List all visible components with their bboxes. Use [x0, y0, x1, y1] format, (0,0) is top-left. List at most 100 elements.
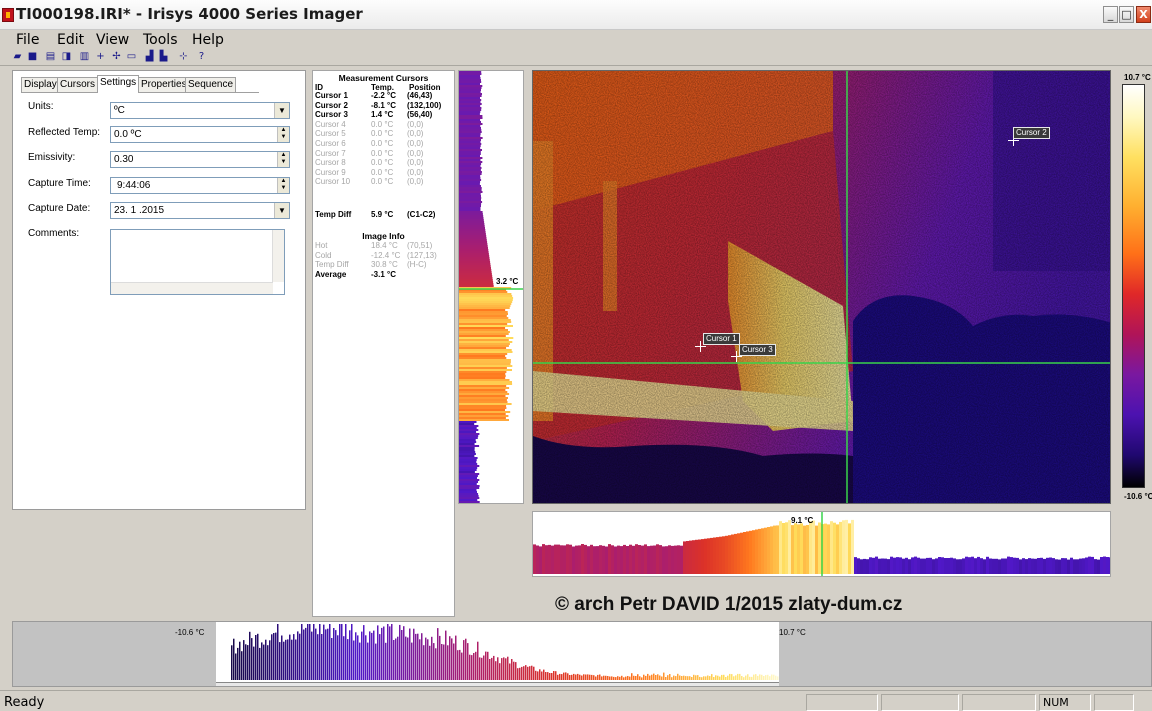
chevron-down-icon[interactable]: ▼ — [274, 203, 289, 218]
status-cell-5 — [1094, 694, 1134, 711]
vertical-profile-bar — [459, 115, 483, 117]
histogram-bar — [575, 674, 577, 680]
histogram-bar — [385, 642, 387, 680]
vertical-profile-bar — [459, 199, 481, 201]
reflected-temp-input[interactable]: 0.0 ºC ▲ ▼ — [110, 126, 290, 143]
menu-edit[interactable]: Edit — [57, 32, 85, 48]
menu-view[interactable]: View — [96, 32, 130, 48]
vertical-profile-bar — [459, 337, 514, 339]
add-cursor-icon[interactable]: + — [96, 51, 105, 62]
vertical-profile-bar — [459, 135, 481, 137]
histogram-bar — [403, 626, 405, 680]
help-icon[interactable]: ? — [198, 51, 205, 62]
horizontal-profile-bar — [569, 544, 572, 574]
vertical-profile-bar — [459, 323, 508, 325]
tab-cursors[interactable]: Cursors — [57, 77, 99, 93]
histogram-bar — [515, 662, 517, 680]
maximize-button[interactable]: □ — [1119, 6, 1134, 23]
vertical-profile-bar — [459, 235, 487, 237]
chart-icon[interactable]: ▙ — [159, 51, 168, 62]
histogram-panel[interactable]: -10.6 °C 10.7 °C — [12, 621, 1152, 687]
area-box-icon[interactable]: ▭ — [126, 51, 137, 62]
vertical-profile-bar — [459, 153, 481, 155]
thermal-image[interactable]: Cursor 1 Cursor 2 Cursor 3 — [532, 70, 1111, 504]
vertical-profile-bar — [459, 437, 478, 439]
tab-properties[interactable]: Properties — [138, 77, 190, 93]
print-setup-icon[interactable]: ◨ — [61, 51, 72, 62]
scale-min-label: -10.6 °C — [1124, 492, 1152, 501]
histogram-bar — [421, 633, 423, 680]
histogram-bar — [233, 638, 235, 680]
histogram-bar — [555, 671, 557, 680]
comments-vertical-scrollbar[interactable] — [272, 230, 284, 282]
histogram-bar — [241, 651, 243, 680]
histogram-bar — [303, 629, 305, 680]
comments-horizontal-scrollbar[interactable] — [111, 282, 273, 294]
histogram-bar — [599, 674, 601, 680]
comments-label: Comments: — [28, 228, 80, 239]
spinner-icon[interactable]: ▲ ▼ — [277, 152, 289, 167]
histogram-bar — [479, 657, 481, 680]
open-icon[interactable]: ▰ — [13, 51, 22, 62]
cursor-row: Cursor 3 1.4 °C (56,40) — [313, 110, 454, 119]
menu-help[interactable]: Help — [192, 32, 224, 48]
histogram-bar — [273, 633, 275, 680]
capture-time-input[interactable]: 9:44:06 ▲ ▼ — [110, 177, 290, 194]
horizontal-profile-bar — [1106, 557, 1109, 574]
cursor-id: Cursor 9 — [315, 167, 346, 177]
move-cursor-icon[interactable]: ✢ — [112, 51, 121, 62]
vertical-profile-bar — [459, 157, 483, 159]
vertical-profile-bar — [459, 305, 511, 307]
menu-file[interactable]: File — [16, 32, 40, 48]
vertical-profile-bar — [459, 233, 486, 235]
horizontal-profile-bar — [938, 557, 941, 574]
vertical-profile-bar — [459, 383, 513, 385]
print-icon[interactable]: ▤ — [45, 51, 56, 62]
cursor-1-marker[interactable] — [695, 341, 706, 352]
horizontal-profile[interactable]: 9.1 °C — [532, 511, 1111, 577]
chevron-down-icon[interactable]: ▼ — [274, 103, 289, 118]
vertical-profile-bar — [459, 371, 507, 373]
cursor-3-marker[interactable] — [731, 351, 742, 362]
tab-display[interactable]: Display — [21, 77, 60, 93]
horizontal-profile-bar — [971, 556, 974, 574]
spinner-icon[interactable]: ▲ ▼ — [277, 178, 289, 193]
menu-tools[interactable]: Tools — [143, 32, 178, 48]
histogram-icon[interactable]: ▟ — [145, 51, 154, 62]
horizontal-profile-bar — [962, 558, 965, 574]
horizontal-profile-bar — [935, 558, 938, 574]
horizontal-profile-bar — [566, 544, 569, 574]
horizontal-profile-bar — [707, 538, 710, 574]
vertical-profile-bar — [459, 97, 480, 99]
histogram-bar — [337, 635, 339, 680]
report-icon[interactable]: ▥ — [79, 51, 90, 62]
cursor-2-marker[interactable] — [1008, 135, 1019, 146]
vertical-profile-bar — [459, 245, 488, 247]
histogram-scrollbar[interactable] — [216, 682, 779, 686]
histogram-bar — [511, 659, 513, 680]
save-icon[interactable]: ■ — [27, 51, 38, 62]
spinner-icon[interactable]: ▲ ▼ — [277, 127, 289, 142]
comments-textarea[interactable] — [110, 229, 285, 295]
vertical-profile-bar — [459, 203, 482, 205]
vertical-profile-bar — [459, 329, 508, 331]
units-select[interactable]: ºC ▼ — [110, 102, 290, 119]
histogram-bar — [489, 659, 491, 680]
histogram-bar — [535, 670, 537, 680]
close-button[interactable]: X — [1136, 6, 1151, 23]
vertical-profile-bar — [459, 223, 485, 225]
histogram-bar — [581, 675, 583, 680]
vertical-profile-bar — [459, 301, 513, 303]
crosshair-icon[interactable]: ⊹ — [179, 51, 188, 62]
vertical-profile-bar — [459, 251, 489, 253]
tab-settings[interactable]: Settings — [97, 75, 140, 93]
vertical-profile-bar — [459, 133, 481, 135]
histogram-bar — [717, 675, 719, 680]
horizontal-profile-bar — [863, 558, 866, 574]
emissivity-input[interactable]: 0.30 ▲ ▼ — [110, 151, 290, 168]
vertical-profile[interactable]: 3.2 °C — [458, 70, 524, 504]
temp-diff-label: Temp Diff — [315, 210, 352, 219]
capture-date-select[interactable]: 23. 1 .2015 ▼ — [110, 202, 290, 219]
minimize-button[interactable]: _ — [1103, 6, 1118, 23]
tab-sequence[interactable]: Sequence — [185, 77, 237, 93]
